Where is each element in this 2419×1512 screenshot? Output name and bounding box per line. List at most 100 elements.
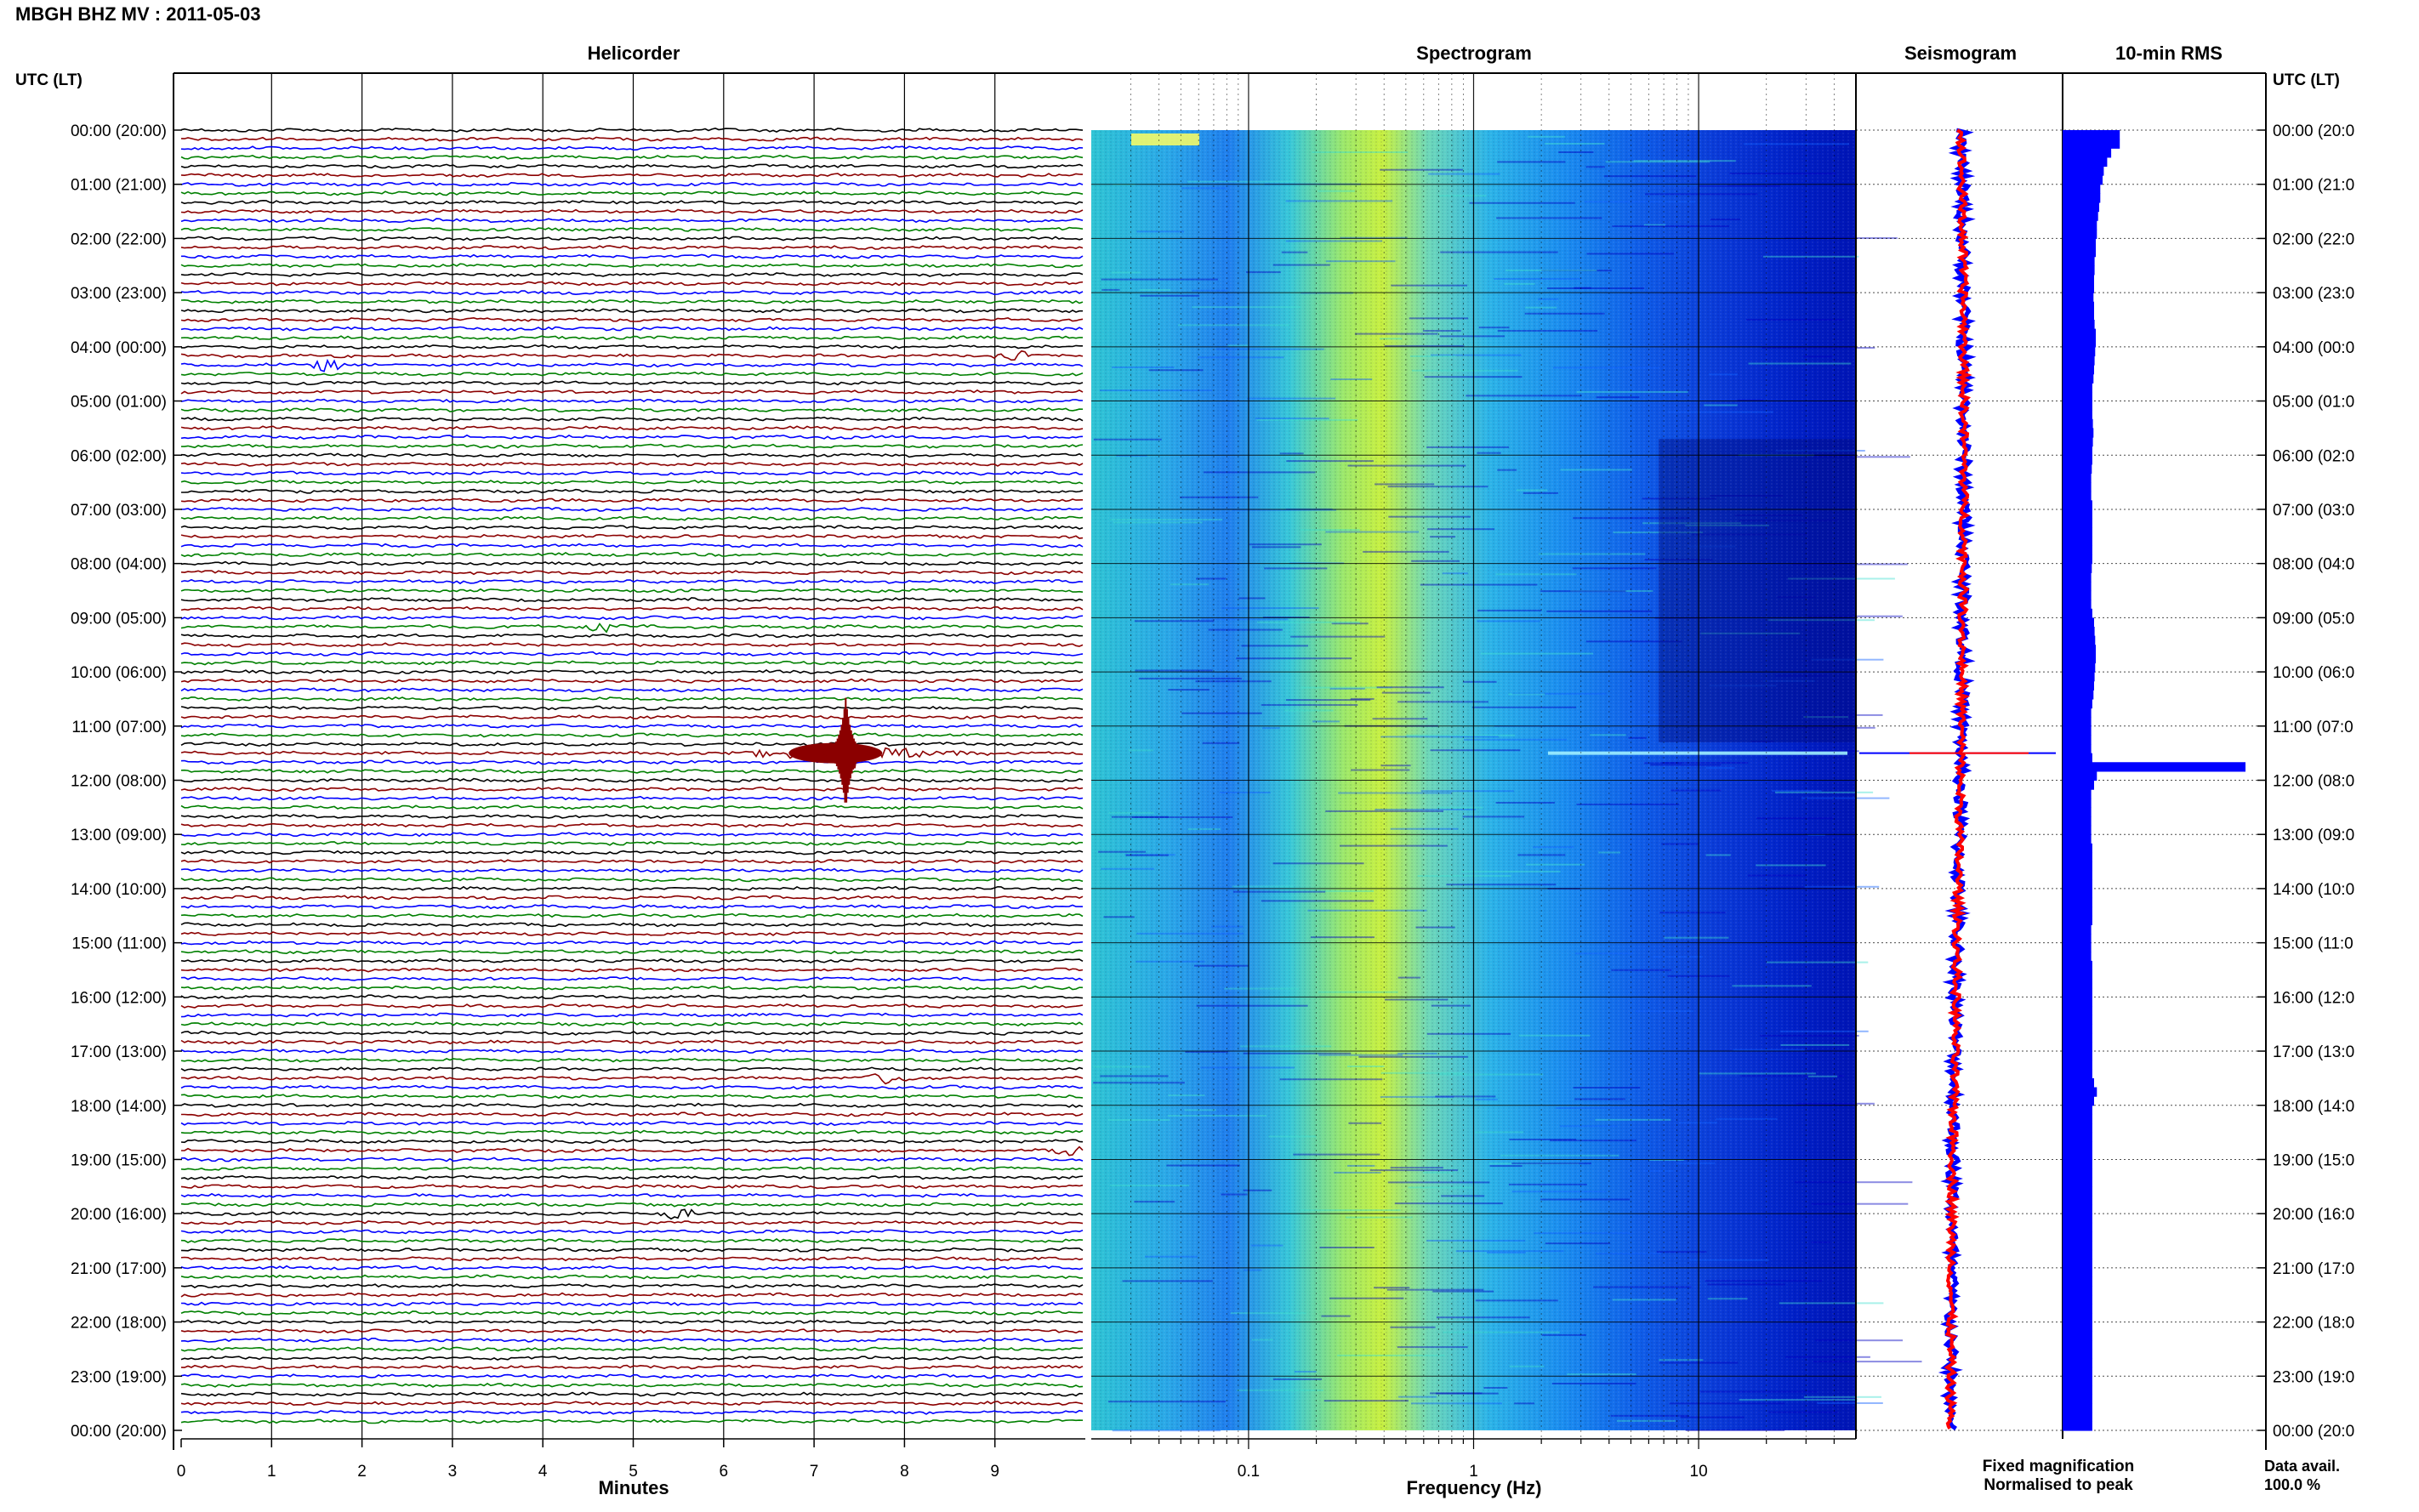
rms-bar [2063, 735, 2092, 745]
helicorder-trace [180, 452, 1084, 458]
rms-bar [2063, 1077, 2094, 1089]
helicorder-trace [180, 642, 1084, 648]
hour-label-right: 01:00 (21:0 [2273, 177, 2354, 195]
rms-bar [2063, 581, 2092, 592]
rms-bar [2063, 744, 2092, 754]
rms-bar [2063, 1384, 2092, 1395]
rms-bar [2063, 753, 2092, 763]
spectrogram-panel [1091, 73, 1922, 1439]
minute-tick-label: 0 [177, 1463, 186, 1481]
minute-tick-label: 8 [900, 1463, 909, 1481]
minute-tick-label: 5 [629, 1463, 638, 1481]
rms-bar [2063, 166, 2104, 176]
hour-label-left: 02:00 (22:00) [71, 230, 167, 248]
rms-bar [2063, 807, 2092, 817]
rms-bar [2063, 1403, 2092, 1413]
helicorder-trace [180, 263, 1084, 269]
rms-bar [2063, 1421, 2092, 1431]
minute-tick-label: 1 [267, 1463, 276, 1481]
rms-bar [2063, 184, 2101, 194]
hour-label-right: 21:00 (17:0 [2273, 1260, 2354, 1278]
rms-bar [2063, 1367, 2092, 1377]
helicorder-trace [180, 461, 1084, 467]
rms-bar [2063, 156, 2108, 168]
helicorder-trace [180, 128, 1084, 133]
helicorder-trace [180, 1265, 1084, 1270]
rms-bar [2063, 617, 2094, 628]
helicorder-trace [180, 895, 1084, 901]
hour-label-right: 03:00 (23:0 [2273, 285, 2354, 303]
helicorder-trace [180, 1229, 1084, 1235]
rms-bar [2063, 934, 2092, 944]
helicorder-trace [180, 1418, 1084, 1424]
helicorder-trace [180, 1346, 1084, 1352]
helicorder-trace [180, 1382, 1084, 1388]
rms-bar [2063, 979, 2092, 989]
helicorder-trace [180, 976, 1084, 982]
hour-label-left: 17:00 (13:00) [71, 1043, 167, 1061]
hour-label-right: 08:00 (04:0 [2273, 556, 2354, 574]
helicorder-trace [180, 768, 1084, 774]
rms-bar [2063, 653, 2096, 664]
hour-label-right: 22:00 (18:0 [2273, 1315, 2354, 1333]
spectrogram-streak [1112, 1430, 1221, 1432]
rms-bar [2063, 238, 2096, 248]
rms-bar [2063, 1141, 2092, 1151]
helicorder-trace [180, 904, 1084, 910]
helicorder-trace [180, 1219, 1084, 1225]
helicorder-trace [180, 787, 1084, 793]
helicorder-trace [181, 344, 1083, 350]
helicorder-trace [180, 350, 1084, 361]
rms-bar [2063, 1096, 2094, 1106]
helicorder-trace [180, 525, 1084, 531]
rms-bar [2063, 1331, 2092, 1341]
rms-bar [2063, 328, 2096, 338]
rms-bar [2063, 1150, 2092, 1161]
rms-bar [2063, 536, 2092, 547]
rms-bar [2063, 572, 2092, 583]
rms-bar [2063, 698, 2092, 709]
rms-bar [2063, 175, 2103, 185]
rms-bar [2063, 1286, 2092, 1296]
helicorder-trace [180, 742, 1084, 747]
helicorder-trace [180, 867, 1084, 873]
helicorder-trace [181, 1073, 1084, 1085]
helicorder-trace [180, 795, 1084, 801]
helicorder-trace [180, 615, 1084, 621]
rms-bar [2063, 527, 2092, 537]
hour-label-left: 15:00 (11:00) [71, 935, 167, 953]
hour-label-left: 08:00 (04:00) [71, 556, 167, 574]
rms-bar [2063, 969, 2092, 980]
rms-bar [2063, 1069, 2092, 1079]
helicorder-trace [180, 1012, 1084, 1018]
helicorder-trace [180, 687, 1084, 693]
rms-bar [2063, 247, 2096, 258]
rms-bar [2063, 825, 2092, 835]
rms-bar [2063, 274, 2094, 285]
rms-bar [2063, 473, 2092, 483]
rms-bar [2063, 410, 2092, 420]
hour-label-right: 12:00 (08:0 [2273, 773, 2354, 791]
helicorder-panel [180, 73, 1084, 1439]
hour-label-left: 06:00 (02:00) [71, 447, 167, 465]
hour-label-right: 20:00 (16:0 [2273, 1206, 2354, 1224]
rms-bar [2063, 1259, 2092, 1269]
hour-label-right: 00:00 (20:0 [2273, 122, 2354, 140]
helicorder-trace [180, 578, 1084, 585]
helicorder-trace [180, 1274, 1083, 1280]
helicorder-trace [180, 1328, 1084, 1334]
helicorder-trace [180, 425, 1084, 431]
helicorder-trace [180, 190, 1084, 196]
helicorder-trace [180, 714, 1084, 720]
helicorder-trace [180, 777, 1084, 783]
rms-bar [2063, 960, 2092, 971]
rms-bar [2063, 383, 2092, 393]
hour-label-right: 05:00 (01:0 [2273, 394, 2354, 412]
rms-bar [2063, 428, 2094, 438]
legend-normalised-to-peak: Normalised to peak [1984, 1476, 2133, 1494]
rms-bar [2063, 1358, 2092, 1368]
spectrogram-streak [1813, 1361, 1922, 1363]
rms-bar [2063, 463, 2092, 475]
helicorder-trace [180, 1409, 1084, 1415]
